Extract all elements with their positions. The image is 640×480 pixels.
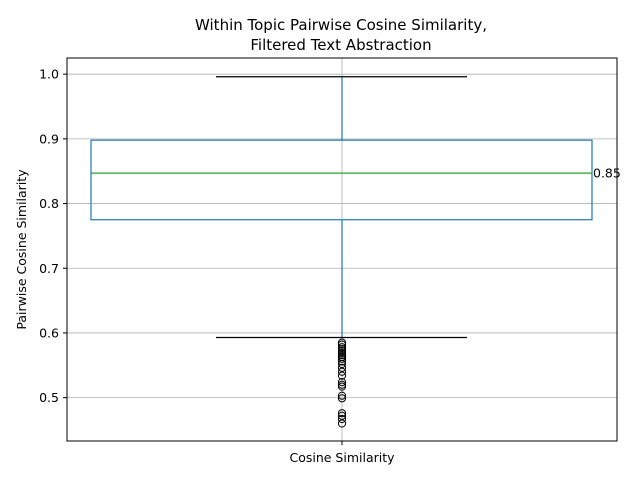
outlier-point-22 [337, 419, 347, 428]
y-tick-label-5: 1.0 [39, 67, 59, 82]
outlier-point-1 [337, 340, 347, 349]
outlier-point-8 [337, 354, 347, 363]
outlier-point-21 [337, 414, 347, 424]
chart-title-line-1: Within Topic Pairwise Cosine Similarity, [195, 16, 487, 34]
outlier-point-18 [337, 394, 347, 403]
outlier-point-19 [337, 409, 347, 418]
plot-area: 0.85 0.5 0.6 0.7 0.8 0.9 1.0 Cosine Similarity P… [14, 57, 621, 465]
y-tick-label-1: 0.6 [39, 325, 59, 340]
iqr-box [90, 139, 593, 221]
outlier-point-11 [337, 363, 347, 372]
y-tick-label-0: 0.5 [39, 390, 59, 405]
outlier-point-16 [337, 382, 347, 391]
chart-title-line-2: Filtered Text Abstraction [250, 36, 431, 54]
outlier-point-20 [337, 411, 347, 420]
outlier-point-12 [337, 367, 347, 376]
outlier-point-13 [337, 371, 347, 380]
y-tick-label-4: 0.9 [39, 131, 59, 146]
outlier-point-17 [337, 391, 347, 400]
y-tick-label-2: 0.7 [39, 261, 59, 276]
x-tick-label-0: Cosine Similarity [289, 450, 395, 465]
outlier-point-9 [337, 357, 347, 366]
y-tick-label-3: 0.8 [39, 196, 59, 211]
outlier-point-10 [337, 359, 347, 369]
outlier-point-14 [337, 378, 347, 387]
y-axis-label: Pairwise Cosine Similarity [14, 169, 29, 330]
median-annotation: 0.85 [593, 166, 621, 181]
